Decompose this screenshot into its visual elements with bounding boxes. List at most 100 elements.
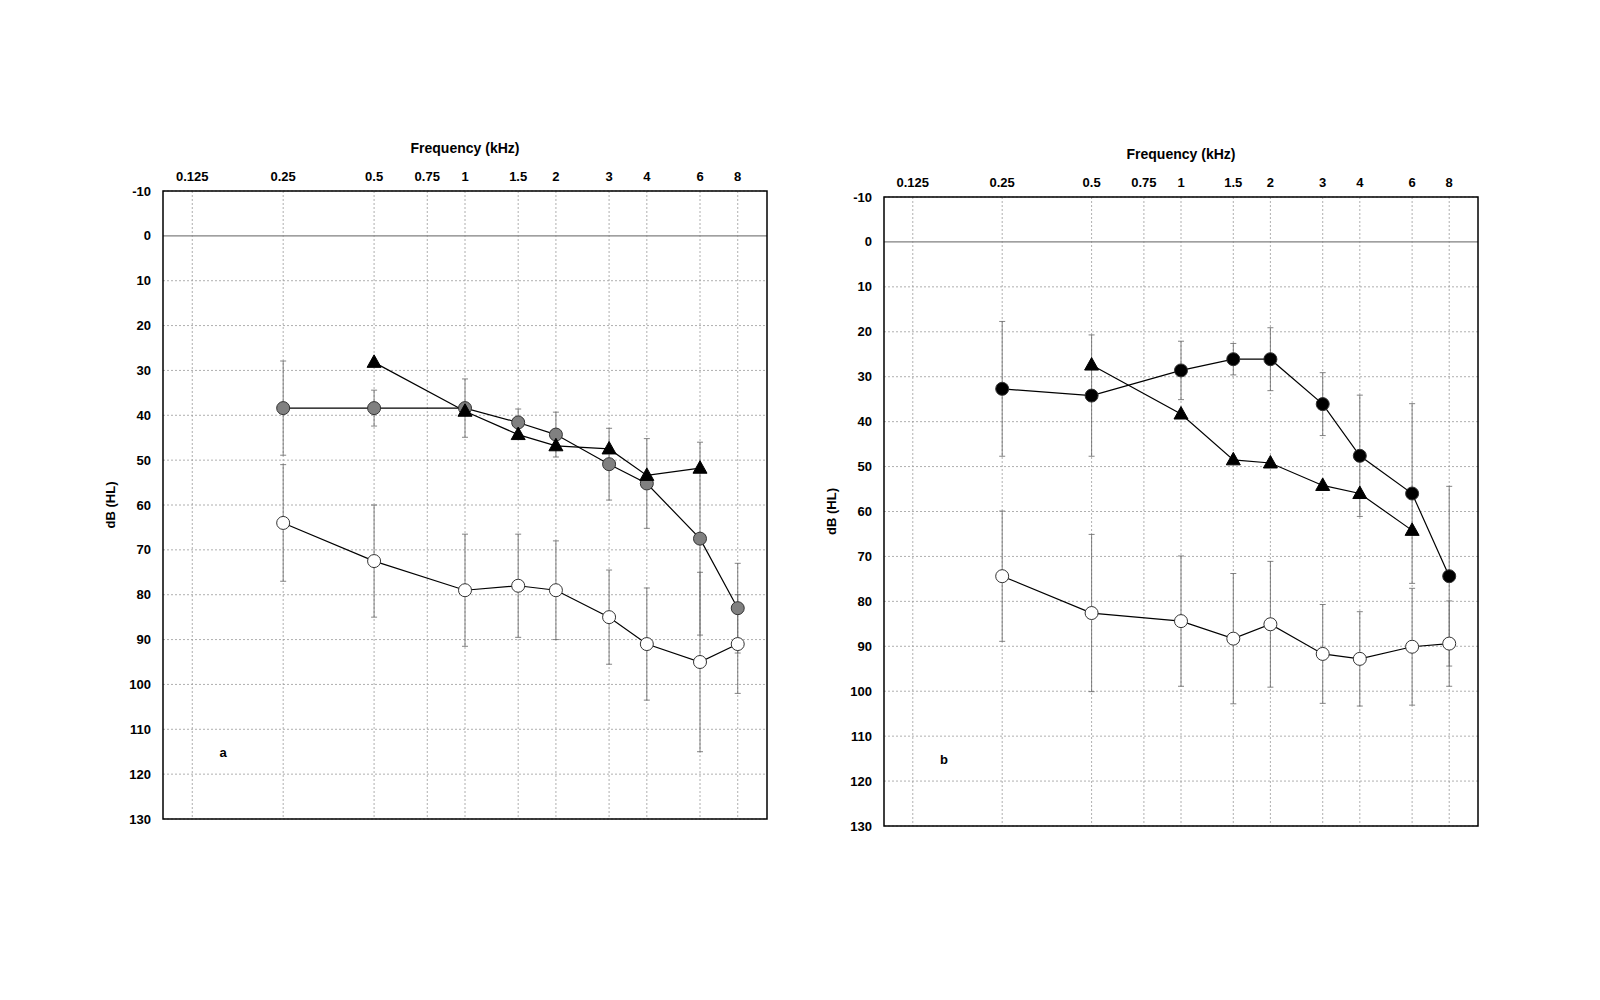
circle-marker [1406,487,1419,500]
circle-marker [277,402,290,415]
circle-marker [1227,353,1240,366]
circle-marker [459,584,472,597]
grid-line-y [163,505,767,506]
y-tick-label: 100 [850,684,872,699]
circle-marker [996,570,1009,583]
y-tick-label: 80 [137,587,151,602]
y-tick-label: 30 [137,363,151,378]
grid-line-x [737,191,738,819]
circle-marker [1085,389,1098,402]
x-tick-label: 3 [1319,175,1326,190]
y-tick-label: 10 [137,273,151,288]
x-tick-label: 6 [696,169,703,184]
grid-line-y [163,460,767,461]
y-tick-label: 10 [858,279,872,294]
y-tick-label: 20 [858,324,872,339]
circle-marker [1264,353,1277,366]
y-tick-label: 50 [137,453,151,468]
circle-marker [549,584,562,597]
x-tick-label: 0.125 [176,169,209,184]
series-line [1092,365,1413,530]
panel: 0.1250.250.50.7511.523468-10010203040506… [103,140,767,827]
grid-line-y [884,421,1478,422]
circle-marker [731,638,744,651]
grid-line-y [884,466,1478,467]
y-tick-label: 30 [858,369,872,384]
grid-line-y [163,325,767,326]
circle-marker [1443,637,1456,650]
triangle-marker [1353,486,1367,499]
triangle-marker [367,355,381,368]
grid-line-y [163,684,767,685]
circle-marker [694,656,707,669]
triangle-marker [640,468,654,481]
y-tick-label: 90 [858,639,872,654]
grid-line-y [884,511,1478,512]
y-tick-label: 50 [858,459,872,474]
triangle-marker [1405,523,1419,536]
circle-marker [368,555,381,568]
circle-marker [1353,449,1366,462]
x-tick-label: 1.5 [1224,175,1242,190]
y-tick-label: 110 [130,722,151,737]
circle-marker [1175,364,1188,377]
y-tick-label: 130 [850,819,872,834]
x-tick-label: 8 [734,169,741,184]
x-tick-label: 0.75 [1131,175,1156,190]
triangle-marker [1085,358,1099,371]
y-tick-label: 120 [850,774,872,789]
circle-marker [731,602,744,615]
y-tick-label: -10 [132,184,151,199]
y-tick-label: 80 [858,594,872,609]
x-tick-label: 0.5 [365,169,383,184]
x-tick-label: 1 [461,169,468,184]
x-tick-label: 0.75 [415,169,440,184]
circle-marker [640,638,653,651]
figure: 0.1250.250.50.7511.523468-10010203040506… [0,0,1600,1000]
grid-line-y [163,280,767,281]
x-tick-label: 0.25 [271,169,296,184]
circle-marker [1264,618,1277,631]
data-layer [996,321,1456,706]
series-line [374,362,700,475]
grid-line-x [518,191,519,819]
plot-frame [884,197,1478,826]
x-axis-label: Frequency (kHz) [1127,146,1236,162]
panel-label: a [219,745,227,760]
circle-marker [1175,615,1188,628]
circle-marker [603,611,616,624]
panel: 0.1250.250.50.7511.523468-10010203040506… [824,146,1478,834]
x-tick-label: 3 [605,169,612,184]
circle-marker [1085,607,1098,620]
grid-line-x [1091,197,1092,826]
zero-line [884,241,1478,242]
circle-marker [512,579,525,592]
triangle-marker [1263,455,1277,468]
y-tick-label: 120 [129,767,151,782]
series-line [283,523,738,662]
grid-line-x [1322,197,1323,826]
y-axis-label: dB (HL) [103,482,118,529]
y-tick-label: 110 [851,729,872,744]
circle-marker [996,382,1009,395]
circle-marker [368,402,381,415]
x-tick-label: 0.25 [990,175,1015,190]
x-tick-label: 0.125 [897,175,930,190]
grid-line-y [163,774,767,775]
x-tick-label: 8 [1446,175,1453,190]
y-tick-label: 20 [137,318,151,333]
triangle-marker [693,461,707,474]
x-tick-label: 4 [643,169,651,184]
circle-marker [1316,398,1329,411]
y-tick-label: 70 [137,542,151,557]
circle-marker [1406,640,1419,653]
y-tick-label: -10 [853,190,872,205]
grid-line-y [884,691,1478,692]
triangle-marker [511,427,525,440]
x-tick-label: 4 [1356,175,1364,190]
y-axis-label: dB (HL) [824,488,839,535]
triangle-marker [458,404,472,417]
x-axis-label: Frequency (kHz) [411,140,520,156]
y-tick-label: 130 [129,812,151,827]
circle-marker [603,458,616,471]
